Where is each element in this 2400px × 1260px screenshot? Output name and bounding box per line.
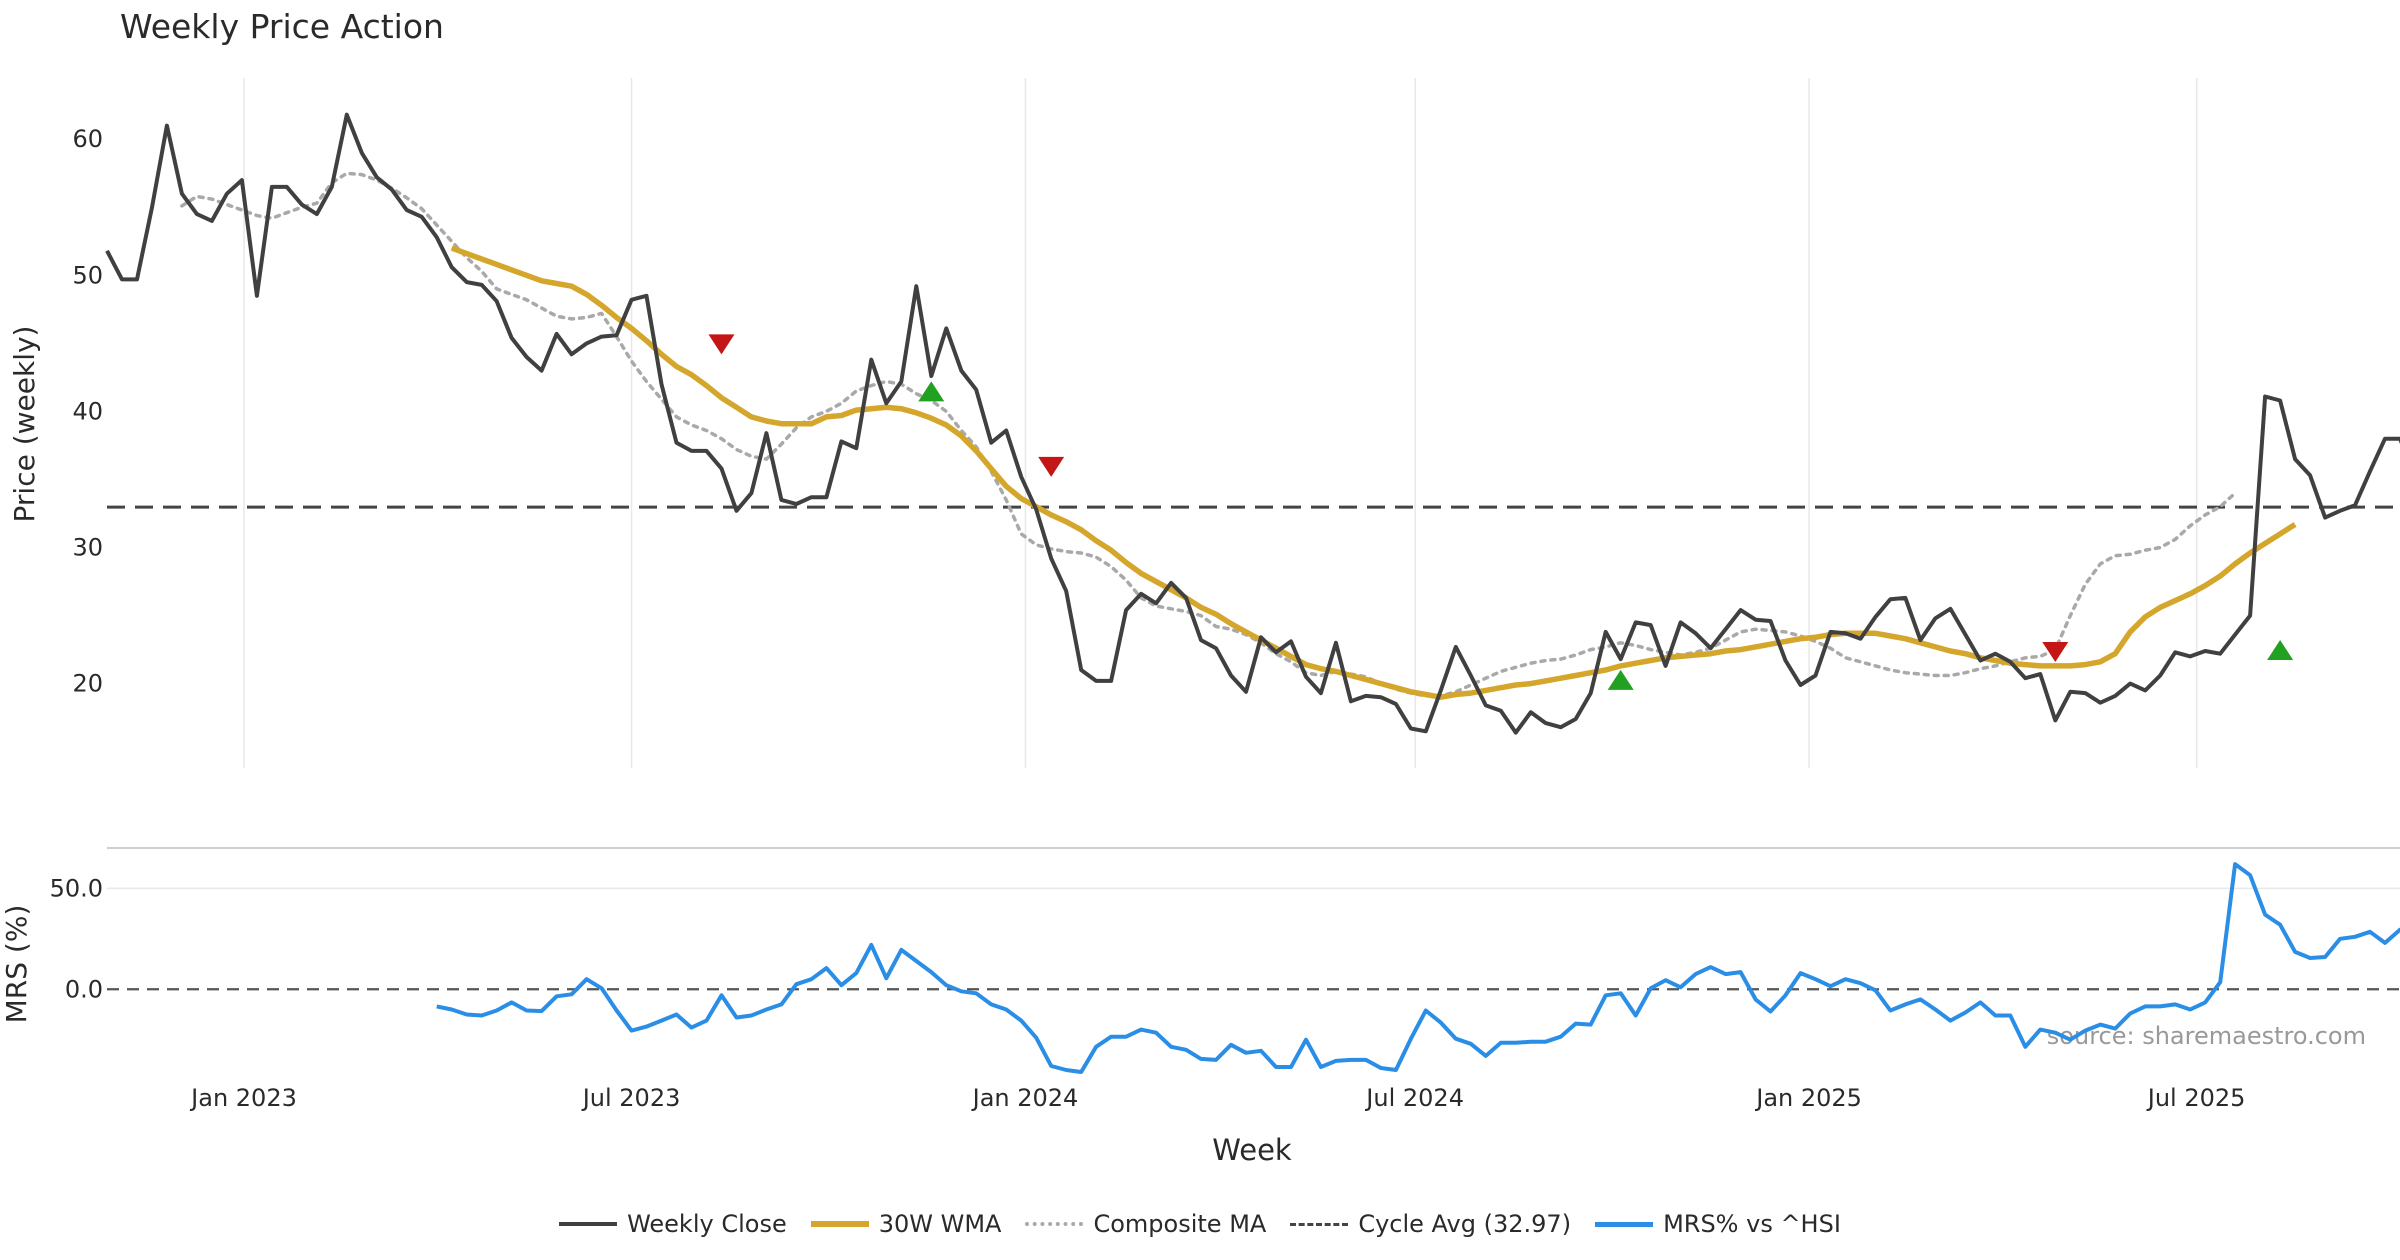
buy-signal-marker bbox=[1607, 669, 1634, 690]
sell-signal-marker bbox=[1038, 456, 1065, 477]
price-y-tick-label: 40 bbox=[72, 397, 103, 425]
sell-signal-marker bbox=[708, 334, 735, 355]
series-line-wma bbox=[450, 245, 2297, 700]
series-line-close bbox=[105, 112, 2400, 735]
price-y-tick-label: 60 bbox=[72, 125, 103, 153]
chart-svg: Weekly Price Action Price (weekly) MRS (… bbox=[0, 7, 2400, 1167]
series-layer bbox=[105, 112, 2400, 1074]
legend-item-weekly-close: Weekly Close bbox=[559, 1210, 787, 1238]
legend-swatch-weekly-close bbox=[559, 1222, 618, 1226]
legend-label-weekly-close: Weekly Close bbox=[627, 1210, 787, 1238]
legend-swatch-mrs bbox=[1595, 1221, 1654, 1227]
legend-item-30w-wma: 30W WMA bbox=[810, 1210, 1002, 1238]
price-y-tick-label: 30 bbox=[72, 534, 103, 562]
x-tick-label: Jan 2023 bbox=[189, 1084, 297, 1112]
price-y-tick-label: 50 bbox=[72, 261, 103, 289]
series-line-composite bbox=[180, 171, 2237, 698]
x-tick-label: Jan 2025 bbox=[1754, 1084, 1862, 1112]
grid-layer bbox=[107, 78, 2400, 890]
legend-item-mrs: MRS% vs ^HSI bbox=[1595, 1210, 1841, 1238]
legend-item-cycle-avg: Cycle Avg (32.97) bbox=[1290, 1210, 1571, 1238]
buy-signal-marker bbox=[2267, 639, 2294, 660]
buy-signal-marker bbox=[918, 381, 945, 402]
signal-markers-layer bbox=[708, 334, 2294, 690]
legend-label-mrs: MRS% vs ^HSI bbox=[1663, 1210, 1841, 1238]
legend-label-composite-ma: Composite MA bbox=[1093, 1210, 1267, 1238]
mrs-y-tick-label: 0.0 bbox=[65, 975, 103, 1003]
legend-swatch-cycle-avg bbox=[1290, 1222, 1349, 1226]
mrs-y-tick-label: 50.0 bbox=[50, 874, 103, 902]
price-y-tick-label: 20 bbox=[72, 670, 103, 698]
legend-swatch-composite-ma bbox=[1025, 1222, 1084, 1226]
chart-title: Weekly Price Action bbox=[120, 7, 444, 46]
legend: Weekly Close 30W WMA Composite MA Cycle … bbox=[0, 1210, 2400, 1238]
legend-item-composite-ma: Composite MA bbox=[1025, 1210, 1266, 1238]
x-tick-label: Jul 2023 bbox=[581, 1084, 681, 1112]
sell-signal-marker bbox=[2042, 641, 2069, 662]
legend-label-cycle-avg: Cycle Avg (32.97) bbox=[1358, 1210, 1572, 1238]
x-tick-label: Jul 2025 bbox=[2146, 1084, 2246, 1112]
mrs-y-axis-label: MRS (%) bbox=[0, 905, 33, 1024]
series-line-mrs bbox=[436, 862, 2400, 1074]
legend-swatch-30w-wma bbox=[810, 1221, 869, 1227]
x-axis-label: Week bbox=[1212, 1133, 1292, 1167]
tick-labels-layer: Jan 2023 Jul 2023 Jan 2024 Jul 2024 Jan 2025… bbox=[50, 125, 2246, 1112]
legend-label-30w-wma: 30W WMA bbox=[878, 1210, 1002, 1238]
x-tick-label: Jul 2024 bbox=[1364, 1084, 1464, 1112]
price-y-axis-label: Price (weekly) bbox=[8, 326, 41, 523]
x-tick-label: Jan 2024 bbox=[971, 1084, 1079, 1112]
